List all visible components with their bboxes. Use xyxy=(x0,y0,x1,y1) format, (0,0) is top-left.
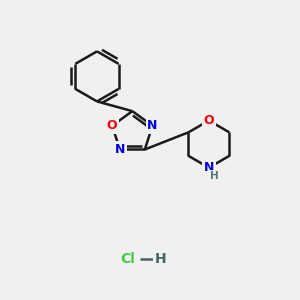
Text: Cl: Cl xyxy=(121,252,135,266)
Text: O: O xyxy=(204,114,214,127)
Text: N: N xyxy=(147,119,158,132)
Text: H: H xyxy=(154,252,166,266)
Text: H: H xyxy=(210,171,219,181)
Text: N: N xyxy=(204,161,214,174)
Text: O: O xyxy=(107,119,118,132)
Text: N: N xyxy=(115,143,125,156)
